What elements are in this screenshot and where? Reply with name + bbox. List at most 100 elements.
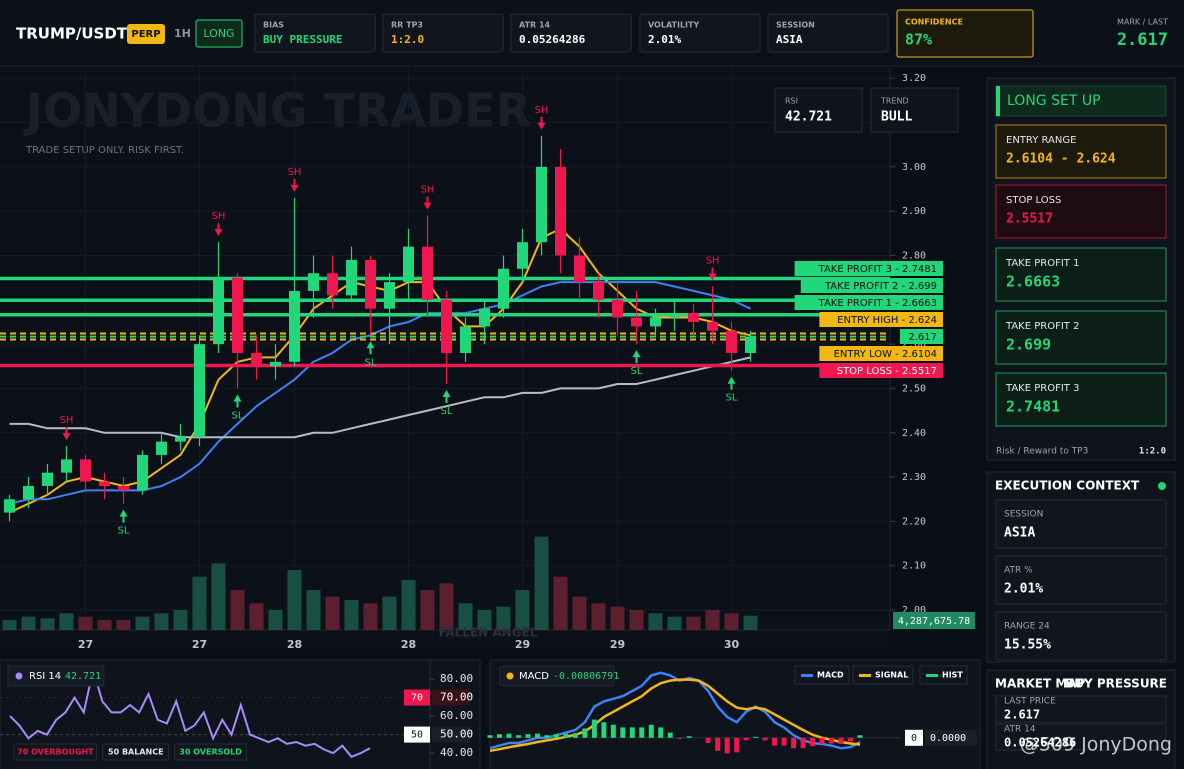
candle-body — [156, 441, 167, 455]
level-badge-label: 50.00 — [440, 728, 473, 741]
hist-bar — [506, 733, 512, 738]
candle-body — [194, 344, 205, 438]
stat-box — [896, 9, 1034, 58]
level-label: STOP LOSS - 2.5517 — [837, 366, 937, 377]
legend-label: 50 BALANCE — [108, 748, 164, 757]
macd-title-box — [499, 665, 615, 687]
legend-label: HIST — [942, 671, 963, 680]
level-label: TAKE PROFIT 2 - 2.699 — [824, 281, 937, 292]
watermark: JONYDONG TRADER — [23, 84, 531, 138]
y-tick-label: 2.10 — [902, 561, 926, 572]
legend-badge — [174, 743, 247, 761]
level-badge — [432, 689, 470, 706]
rsi-title: RSI 14 — [29, 671, 61, 682]
stat-label: SESSION — [776, 21, 815, 30]
volume-bar — [21, 616, 36, 630]
swing-arrow — [423, 202, 432, 210]
stat-value: ASIA — [776, 33, 803, 46]
swing-arrow — [290, 184, 299, 192]
rr-value: 1:2.0 — [1139, 447, 1166, 457]
hist-bar — [639, 727, 645, 738]
hist-bar — [601, 722, 607, 738]
hist-bar — [753, 736, 759, 738]
candle-body — [498, 268, 509, 309]
swing-arrow — [366, 341, 375, 349]
candle-body — [574, 255, 585, 283]
swing-label: SL — [232, 410, 244, 421]
y-tick-label: 2.00 — [902, 605, 926, 616]
volume-bar — [2, 620, 17, 630]
setup-card — [995, 310, 1167, 365]
volume-bar — [648, 613, 663, 630]
volume-bar — [135, 616, 150, 630]
rsi-current: 42.721 — [65, 671, 101, 682]
volume-bar — [515, 590, 530, 630]
volume-bar — [306, 590, 321, 630]
setup-card-label: TAKE PROFIT 3 — [1005, 383, 1079, 394]
legend-badge — [919, 665, 968, 685]
level-label: ENTRY LOW - 2.6104 — [834, 349, 937, 360]
volume-bar — [553, 576, 568, 630]
moving-average — [9, 281, 751, 505]
subtitle: TRADE SETUP ONLY. RISK FIRST. — [25, 145, 184, 156]
hist-bar — [610, 724, 616, 738]
candle-body — [422, 246, 433, 300]
candle-body — [707, 321, 718, 331]
volume-bar — [287, 570, 302, 630]
volume-bar — [344, 600, 359, 630]
candle-body — [118, 485, 129, 491]
candle-body — [251, 352, 262, 367]
legend-swatch — [801, 674, 813, 677]
context-label: RANGE 24 — [1004, 622, 1050, 632]
candle-body — [365, 259, 376, 309]
volume-bar — [420, 590, 435, 630]
volume-bar — [667, 616, 682, 630]
volume-label: 4,287,675.78 — [898, 616, 970, 627]
volume-bar — [268, 610, 283, 630]
swing-arrow — [233, 394, 242, 402]
x-tick-label: 30 — [724, 638, 740, 651]
y-tick-label: 3.20 — [902, 73, 926, 84]
stat-box — [767, 13, 889, 53]
setup-title: LONG SET UP — [1007, 93, 1101, 109]
level-label: 2.617 — [908, 332, 937, 343]
footer-watermark: FALLEN ANGEL — [439, 626, 538, 640]
stat-label: BIAS — [263, 21, 284, 30]
volume-bar — [534, 536, 549, 630]
x-tick-label: 28 — [401, 638, 416, 651]
candle-body — [403, 246, 414, 283]
y-tick-label: 2.50 — [902, 383, 926, 394]
hist-bar — [829, 737, 835, 744]
level-label: TAKE PROFIT 1 - 2.6663 — [818, 298, 937, 309]
candle-body — [669, 313, 680, 318]
stat-value: 1:2.0 — [391, 33, 424, 46]
hist-bar — [620, 727, 626, 738]
legend-label: SIGNAL — [875, 671, 908, 680]
candle-body — [517, 242, 528, 269]
candle-body — [745, 336, 756, 353]
timeframe: 1H — [174, 27, 191, 40]
level-label: TAKE PROFIT 3 - 2.7481 — [818, 264, 937, 275]
legend-label: 30 OVERSOLD — [179, 748, 242, 757]
indicator-label: RSI — [785, 97, 798, 106]
macd-current: -0.00806791 — [553, 671, 619, 682]
volume-bar — [382, 596, 397, 630]
volume-bar — [686, 616, 701, 630]
indicator-box — [774, 87, 863, 133]
setup-card-value: 2.6663 — [1006, 273, 1060, 291]
swing-label: SL — [726, 393, 738, 404]
candle-body — [631, 317, 642, 327]
market-map-title: MARKET MAP — [995, 677, 1086, 691]
level-label-box — [794, 261, 943, 276]
symbol: TRUMP/USDT — [16, 25, 128, 43]
y-tick-label: 40.00 — [440, 746, 473, 759]
setup-card — [995, 184, 1167, 239]
swing-label: SH — [706, 256, 720, 267]
level-label-box — [819, 346, 943, 361]
level-badge — [404, 726, 430, 743]
context-label: SESSION — [1004, 510, 1043, 520]
stat-box — [382, 13, 504, 53]
setup-title-box — [995, 85, 1167, 117]
legend-badge — [13, 743, 98, 761]
volume-bar — [40, 618, 55, 630]
